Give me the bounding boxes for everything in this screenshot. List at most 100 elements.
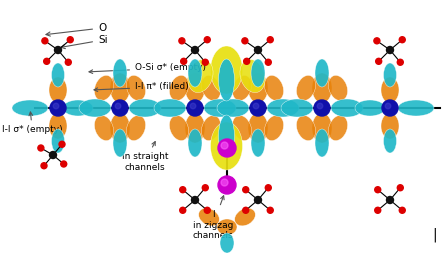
- Ellipse shape: [217, 219, 237, 235]
- Text: in straight
channels: in straight channels: [122, 142, 168, 172]
- Ellipse shape: [154, 99, 186, 117]
- Ellipse shape: [63, 100, 93, 116]
- Circle shape: [54, 46, 61, 53]
- Ellipse shape: [110, 113, 130, 143]
- Ellipse shape: [328, 75, 348, 101]
- Circle shape: [179, 38, 185, 44]
- Ellipse shape: [315, 129, 329, 157]
- Text: I-I σ* (empty): I-I σ* (empty): [2, 112, 63, 134]
- Circle shape: [202, 59, 208, 65]
- Circle shape: [375, 207, 381, 213]
- Ellipse shape: [202, 115, 221, 141]
- Ellipse shape: [185, 113, 205, 143]
- Ellipse shape: [381, 77, 399, 103]
- Text: I
in zigzag
channels: I in zigzag channels: [193, 196, 233, 240]
- Ellipse shape: [188, 59, 213, 93]
- Circle shape: [255, 197, 262, 204]
- Circle shape: [218, 176, 236, 194]
- Ellipse shape: [52, 129, 65, 153]
- Ellipse shape: [204, 99, 236, 117]
- Ellipse shape: [188, 129, 202, 157]
- Ellipse shape: [296, 115, 316, 141]
- Circle shape: [399, 207, 405, 213]
- Ellipse shape: [12, 100, 48, 116]
- Ellipse shape: [218, 59, 235, 101]
- Ellipse shape: [52, 63, 65, 87]
- Circle shape: [115, 103, 121, 109]
- Circle shape: [397, 59, 403, 65]
- Circle shape: [187, 100, 203, 116]
- Ellipse shape: [381, 113, 399, 139]
- Circle shape: [397, 185, 403, 191]
- Circle shape: [387, 46, 393, 53]
- Ellipse shape: [398, 100, 434, 116]
- Text: Si: Si: [61, 35, 108, 49]
- Circle shape: [44, 58, 50, 64]
- Ellipse shape: [170, 115, 189, 141]
- Ellipse shape: [49, 77, 67, 103]
- Circle shape: [244, 58, 250, 64]
- Circle shape: [221, 179, 228, 186]
- Circle shape: [399, 37, 405, 43]
- Ellipse shape: [94, 75, 113, 101]
- Ellipse shape: [328, 115, 348, 141]
- Ellipse shape: [185, 73, 205, 103]
- Circle shape: [387, 197, 393, 204]
- Circle shape: [317, 103, 323, 109]
- Ellipse shape: [94, 115, 113, 141]
- Circle shape: [38, 145, 44, 151]
- Ellipse shape: [126, 75, 146, 101]
- Circle shape: [49, 151, 57, 158]
- Ellipse shape: [355, 100, 385, 116]
- Ellipse shape: [49, 113, 67, 139]
- Ellipse shape: [110, 73, 130, 103]
- Circle shape: [314, 100, 330, 116]
- Ellipse shape: [217, 99, 249, 117]
- Ellipse shape: [248, 73, 268, 103]
- Ellipse shape: [232, 115, 251, 141]
- Circle shape: [61, 161, 67, 167]
- Circle shape: [181, 58, 187, 64]
- Ellipse shape: [198, 208, 219, 226]
- Ellipse shape: [251, 129, 265, 157]
- Ellipse shape: [384, 129, 396, 153]
- Circle shape: [265, 185, 271, 191]
- Ellipse shape: [220, 233, 234, 253]
- Text: |: |: [432, 228, 437, 242]
- Ellipse shape: [235, 208, 255, 226]
- Circle shape: [67, 37, 73, 43]
- Circle shape: [41, 163, 47, 169]
- Ellipse shape: [218, 115, 235, 157]
- Circle shape: [53, 103, 59, 109]
- Text: I-I π* (filled): I-I π* (filled): [94, 83, 189, 92]
- Circle shape: [243, 187, 249, 193]
- Text: O-Si σ* (empty): O-Si σ* (empty): [89, 63, 206, 74]
- Ellipse shape: [113, 59, 127, 87]
- Circle shape: [221, 142, 228, 149]
- Circle shape: [375, 187, 381, 193]
- Circle shape: [376, 58, 382, 64]
- Circle shape: [202, 185, 208, 191]
- Ellipse shape: [296, 75, 316, 101]
- Ellipse shape: [264, 115, 283, 141]
- Ellipse shape: [312, 113, 332, 143]
- Ellipse shape: [331, 99, 363, 117]
- Circle shape: [382, 100, 398, 116]
- Circle shape: [242, 38, 248, 44]
- Circle shape: [50, 100, 66, 116]
- Circle shape: [243, 207, 249, 213]
- Ellipse shape: [281, 99, 313, 117]
- Circle shape: [218, 139, 236, 157]
- Ellipse shape: [312, 73, 332, 103]
- Ellipse shape: [240, 59, 265, 93]
- Circle shape: [180, 207, 186, 213]
- Ellipse shape: [232, 75, 251, 101]
- Circle shape: [42, 38, 48, 44]
- Ellipse shape: [267, 99, 299, 117]
- Ellipse shape: [129, 99, 161, 117]
- Circle shape: [65, 59, 71, 65]
- Circle shape: [253, 103, 259, 109]
- Circle shape: [112, 100, 128, 116]
- Circle shape: [265, 59, 271, 65]
- Circle shape: [191, 46, 198, 53]
